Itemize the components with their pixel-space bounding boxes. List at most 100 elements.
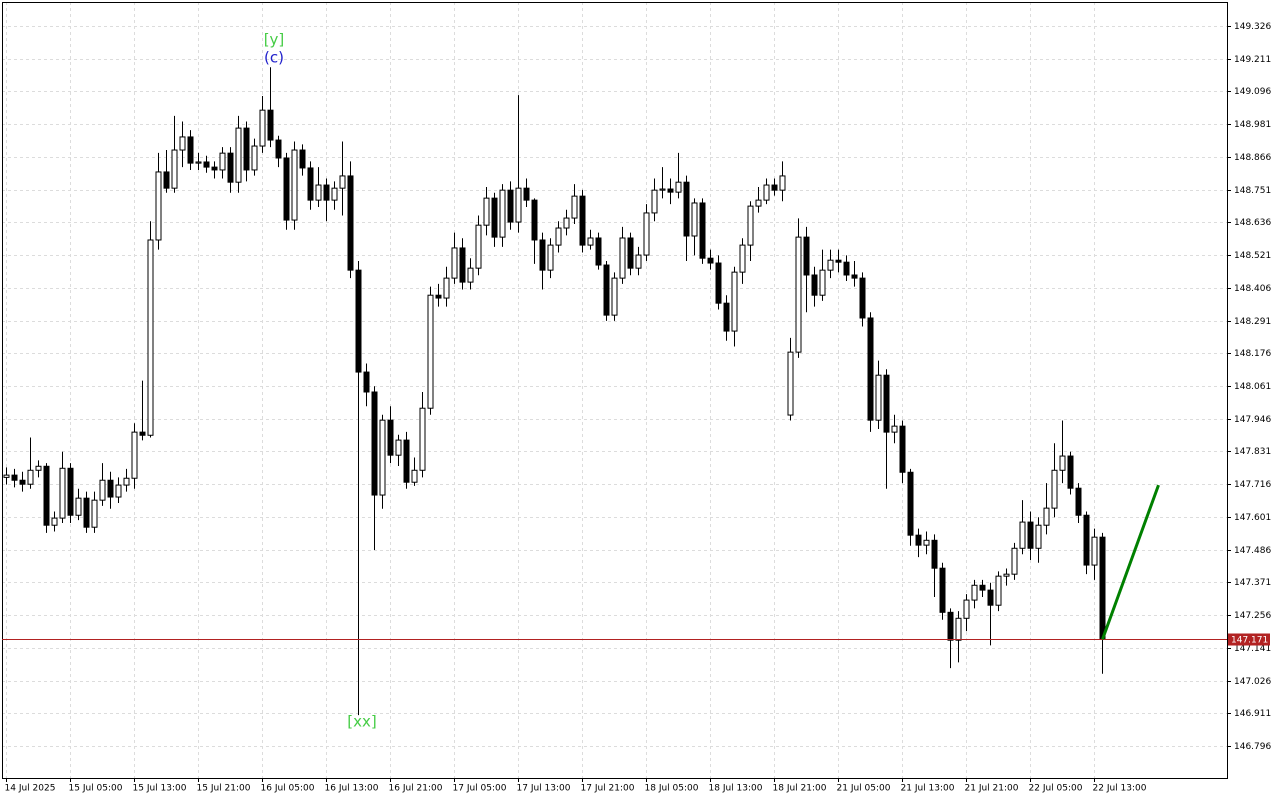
candle-body [203,161,210,168]
candle-body [123,477,130,486]
y-tick-label: 147.486 [1234,546,1271,556]
candle-body [1011,547,1018,575]
candle-body [307,167,314,201]
candle-body [683,181,690,237]
candle-body [491,197,498,238]
candle-body [451,247,458,279]
candle-body [387,419,394,456]
y-tick-label: 149.096 [1234,87,1271,97]
candle-body [699,202,706,259]
candle-body [347,175,354,271]
candle-body [275,139,282,159]
candle-body [299,149,306,169]
y-tick-label: 147.256 [1234,611,1271,621]
x-tick-label: 21 Jul 21:00 [965,784,1019,794]
x-tick-label: 18 Jul 13:00 [709,784,763,794]
candle-body [539,239,546,271]
candle-body [147,239,154,436]
candle-body [443,277,450,299]
candle-body [531,199,538,241]
x-tick-label: 22 Jul 05:00 [1029,784,1083,794]
candle-body [291,149,298,221]
candle-body [315,184,322,201]
candle-body [1099,536,1106,640]
candle-body [67,467,74,516]
candle-body [907,471,914,536]
candle-body [891,425,898,433]
candle-body [755,199,762,207]
candle-body [603,264,610,316]
candle-body [1067,455,1074,489]
candle-body [827,259,834,271]
candle-body [523,187,530,201]
candle-body [475,224,482,269]
candle-body [131,431,138,479]
candle-body [259,109,266,147]
candle-body [739,244,746,273]
y-tick-label: 147.026 [1234,677,1271,687]
candle-body [395,439,402,456]
candle-body [1003,573,1010,577]
y-tick-label: 148.751 [1234,186,1271,196]
candle-body [459,247,466,283]
candle-body [1051,469,1058,509]
candle-body [939,567,946,613]
y-tick-label: 147.946 [1234,415,1271,425]
x-tick-label: 22 Jul 13:00 [1093,784,1147,794]
wave-label: [y] [264,31,285,49]
x-tick-label: 17 Jul 13:00 [517,784,571,794]
candle-body [899,425,906,473]
candle-body [515,187,522,223]
candle-body [835,259,842,263]
candle-body [995,575,1002,606]
candle-body [731,271,738,332]
candle-body [51,517,58,526]
candle-body [715,262,722,304]
candle-body [43,465,50,526]
candle-body [619,237,626,279]
candle-body [963,599,970,619]
candle-body [875,374,882,421]
candle-body [971,584,978,601]
candle-body [339,175,346,189]
y-tick-label: 147.831 [1234,447,1271,457]
candle-body [771,184,778,191]
candle-body [867,317,874,421]
candle-body [1019,521,1026,549]
candle-body [59,467,66,519]
x-tick-label: 17 Jul 21:00 [581,784,635,794]
candle-body [547,244,554,271]
wave-label: (c) [264,49,284,67]
candle-body [667,188,674,193]
candle-body [27,469,34,485]
candle-body [427,294,434,409]
candle-body [363,371,370,393]
x-tick-label: 17 Jul 05:00 [453,784,507,794]
candle-body [723,302,730,332]
y-tick-label: 148.981 [1234,120,1271,130]
y-tick-label: 146.911 [1234,709,1271,719]
y-tick-label: 148.521 [1234,251,1271,261]
candle-body [763,184,770,201]
candle-body [179,136,186,151]
candle-body [915,534,922,546]
candle-body [91,499,98,528]
x-tick-label: 15 Jul 21:00 [197,784,251,794]
candle-body [155,171,162,241]
candle-body [1091,536,1098,566]
candle-body [747,205,754,246]
candle-body [435,294,442,299]
forecast-line [1101,484,1160,640]
x-tick-label: 21 Jul 13:00 [901,784,955,794]
y-tick-label: 148.291 [1234,317,1271,327]
candle-body [843,261,850,276]
x-tick-label: 15 Jul 13:00 [133,784,187,794]
x-tick-label: 15 Jul 05:00 [69,784,123,794]
candle-body [211,166,218,171]
candle-body [851,274,858,279]
candle-body [3,474,10,478]
candle-body [35,465,42,471]
candle-body [675,181,682,193]
